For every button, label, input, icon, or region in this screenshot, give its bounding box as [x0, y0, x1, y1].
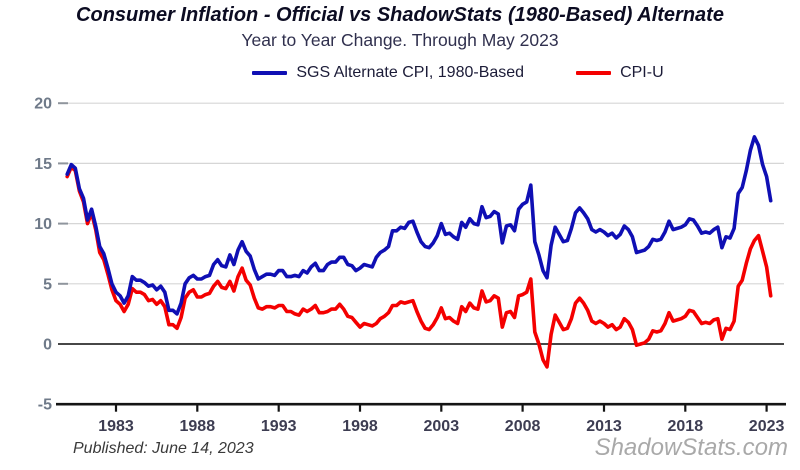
cpi-u-line	[65, 165, 773, 369]
legend-label-cpiu: CPI-U	[620, 64, 664, 81]
x-tick-label-2003: 2003	[424, 418, 460, 435]
x-tick-label-2018: 2018	[668, 418, 704, 435]
x-tick-label-1983: 1983	[98, 418, 134, 435]
legend-item-sgs: SGS Alternate CPI, 1980-Based	[252, 64, 524, 82]
y-tick-label-10: 10	[34, 216, 52, 233]
chart-subtitle: Year to Year Change. Through May 2023	[241, 30, 559, 50]
x-tick-label-2023: 2023	[749, 418, 785, 435]
y-tick-label--5: -5	[38, 397, 52, 414]
published-date-note: Published: June 14, 2023	[73, 440, 254, 457]
sgs-alternate-cpi-line	[65, 135, 773, 316]
y-tick-label-5: 5	[43, 276, 52, 293]
sgs-line-swatch-icon	[252, 70, 288, 76]
x-tick-label-1993: 1993	[261, 418, 297, 435]
legend-label-sgs: SGS Alternate CPI, 1980-Based	[296, 64, 525, 81]
x-tick-label-1998: 1998	[342, 418, 378, 435]
legend-item-cpiu: CPI-U	[576, 64, 664, 82]
x-tick-label-2013: 2013	[586, 418, 622, 435]
y-tick-label-0: 0	[43, 337, 52, 354]
y-tick-label-20: 20	[34, 96, 52, 113]
x-tick-label-1988: 1988	[180, 418, 216, 435]
chart-legend: SGS Alternate CPI, 1980-Based CPI-U	[58, 64, 800, 82]
x-tick-label-2008: 2008	[505, 418, 541, 435]
y-tick-label-15: 15	[34, 156, 52, 173]
chart-title: Consumer Inflation - Official vs ShadowS…	[76, 4, 724, 26]
shadowstats-watermark: ShadowStats.com	[594, 434, 788, 461]
cpiu-line-swatch-icon	[576, 70, 612, 76]
